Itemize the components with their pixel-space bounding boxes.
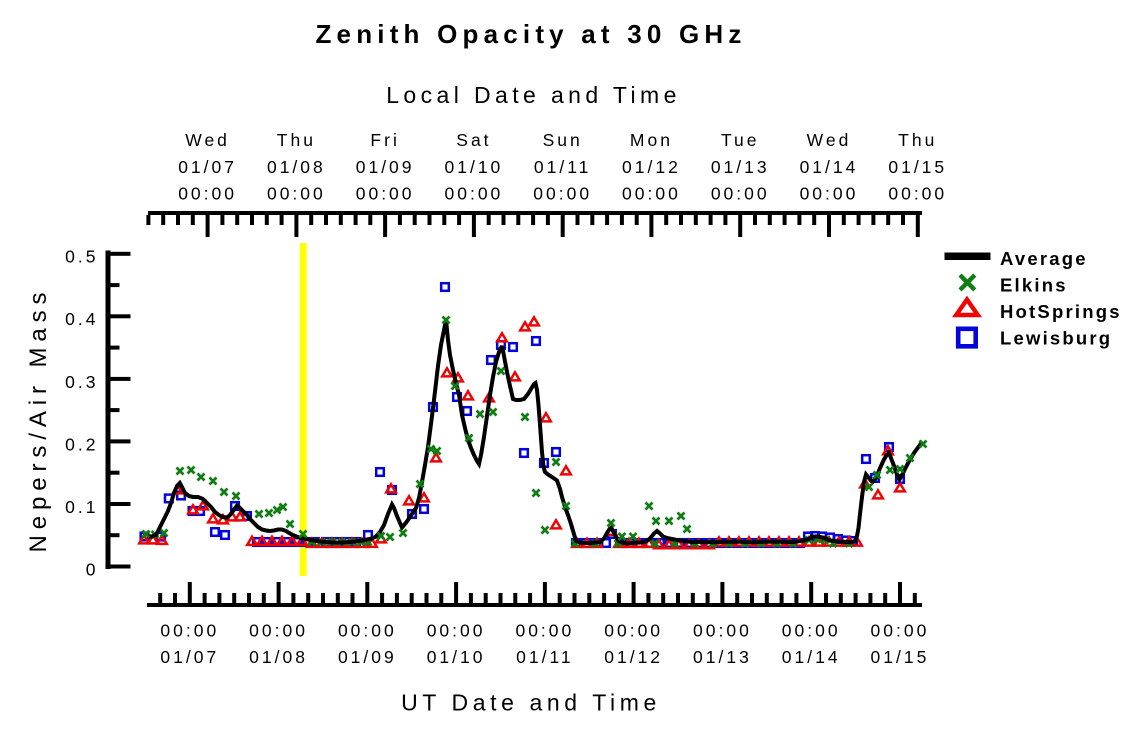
svg-text:00:00: 00:00	[888, 184, 947, 204]
svg-text:01/14: 01/14	[782, 647, 841, 667]
svg-text:00:00: 00:00	[515, 621, 574, 641]
svg-text:01/09: 01/09	[356, 157, 415, 177]
svg-text:01/11: 01/11	[516, 647, 574, 667]
svg-text:Average: Average	[1000, 248, 1088, 269]
svg-text:Local Date and Time: Local Date and Time	[386, 82, 681, 108]
svg-text:00:00: 00:00	[711, 184, 770, 204]
svg-text:00:00: 00:00	[427, 621, 486, 641]
svg-text:01/07: 01/07	[160, 647, 219, 667]
svg-text:00:00: 00:00	[356, 184, 415, 204]
svg-text:01/07: 01/07	[178, 157, 237, 177]
svg-text:00:00: 00:00	[800, 184, 859, 204]
svg-text:Wed: Wed	[185, 130, 230, 150]
svg-text:01/13: 01/13	[711, 157, 770, 177]
svg-text:00:00: 00:00	[338, 621, 397, 641]
svg-text:00:00: 00:00	[871, 621, 930, 641]
svg-text:01/10: 01/10	[445, 157, 504, 177]
svg-text:Wed: Wed	[807, 130, 852, 150]
svg-text:Sat: Sat	[456, 130, 491, 150]
svg-text:0.4: 0.4	[65, 309, 98, 329]
svg-text:01/10: 01/10	[427, 647, 486, 667]
svg-text:00:00: 00:00	[533, 184, 592, 204]
svg-text:01/15: 01/15	[871, 647, 930, 667]
svg-text:Thu: Thu	[898, 130, 937, 150]
svg-text:Mon: Mon	[630, 130, 673, 150]
svg-text:HotSprings: HotSprings	[1000, 301, 1122, 322]
svg-text:Sun: Sun	[543, 130, 583, 150]
svg-text:01/11: 01/11	[534, 157, 592, 177]
svg-text:01/09: 01/09	[338, 647, 397, 667]
svg-text:Zenith Opacity at 30 GHz: Zenith Opacity at 30 GHz	[315, 19, 746, 49]
svg-text:00:00: 00:00	[622, 184, 681, 204]
svg-text:01/12: 01/12	[622, 157, 681, 177]
svg-text:00:00: 00:00	[693, 621, 752, 641]
svg-text:0.5: 0.5	[65, 247, 98, 267]
svg-text:Elkins: Elkins	[1000, 275, 1068, 296]
svg-text:00:00: 00:00	[267, 184, 326, 204]
svg-text:00:00: 00:00	[445, 184, 504, 204]
svg-text:Fri: Fri	[370, 130, 399, 150]
svg-text:0: 0	[86, 559, 99, 579]
svg-text:01/12: 01/12	[604, 647, 663, 667]
svg-text:00:00: 00:00	[178, 184, 237, 204]
svg-text:UT Date and Time: UT Date and Time	[401, 690, 661, 716]
svg-text:Thu: Thu	[277, 130, 316, 150]
svg-text:0.2: 0.2	[65, 434, 98, 454]
svg-text:01/08: 01/08	[267, 157, 326, 177]
svg-text:01/13: 01/13	[693, 647, 752, 667]
svg-text:00:00: 00:00	[782, 621, 841, 641]
svg-text:00:00: 00:00	[249, 621, 308, 641]
svg-text:01/08: 01/08	[249, 647, 308, 667]
svg-text:01/14: 01/14	[800, 157, 859, 177]
svg-text:01/15: 01/15	[888, 157, 947, 177]
svg-text:00:00: 00:00	[160, 621, 219, 641]
svg-text:Tue: Tue	[721, 130, 760, 150]
svg-text:00:00: 00:00	[604, 621, 663, 641]
svg-text:Lewisburg: Lewisburg	[1000, 328, 1112, 349]
svg-text:Nepers/Air Mass: Nepers/Air Mass	[25, 287, 52, 553]
svg-text:0.1: 0.1	[65, 497, 98, 517]
svg-text:0.3: 0.3	[65, 372, 98, 392]
